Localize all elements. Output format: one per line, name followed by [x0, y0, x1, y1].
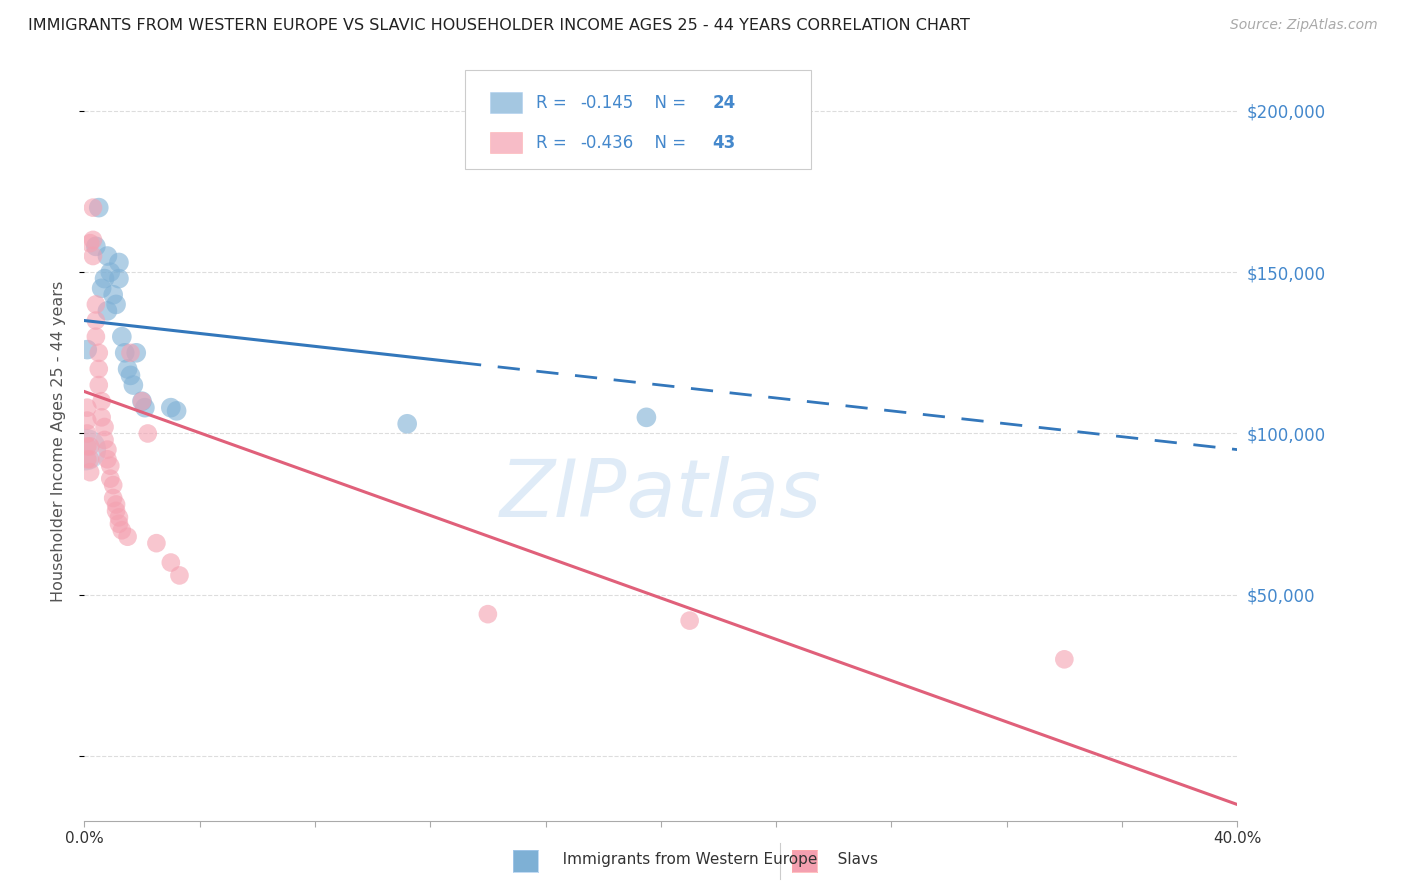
- Point: [98, 265, 121, 279]
- Text: Source: ZipAtlas.com: Source: ZipAtlas.com: [1230, 18, 1378, 32]
- Text: -0.436: -0.436: [581, 134, 633, 152]
- Point: [117, 362, 139, 376]
- Point: [169, 568, 191, 582]
- Text: Immigrants from Western Europe: Immigrants from Western Europe: [548, 852, 818, 867]
- Point: [79, 465, 101, 479]
- Text: Slavs: Slavs: [823, 852, 877, 867]
- Point: [79, 439, 101, 453]
- Text: N =: N =: [644, 94, 690, 112]
- Point: [103, 287, 124, 301]
- Point: [84, 329, 107, 343]
- Y-axis label: Householder Income Ages 25 - 44 years: Householder Income Ages 25 - 44 years: [51, 281, 66, 602]
- Point: [131, 394, 153, 409]
- Point: [105, 297, 128, 311]
- Point: [105, 498, 128, 512]
- Point: [477, 607, 499, 622]
- Point: [108, 271, 131, 285]
- Point: [636, 410, 658, 425]
- Text: R =: R =: [536, 94, 572, 112]
- Point: [125, 346, 148, 360]
- Point: [84, 313, 107, 327]
- Point: [96, 304, 118, 318]
- Point: [103, 491, 124, 505]
- Point: [76, 426, 98, 441]
- Point: [120, 368, 142, 383]
- Point: [90, 394, 112, 409]
- Point: [114, 346, 136, 360]
- FancyBboxPatch shape: [465, 70, 811, 169]
- Point: [108, 255, 131, 269]
- Point: [131, 394, 153, 409]
- Point: [84, 297, 107, 311]
- Point: [160, 556, 183, 570]
- Point: [87, 378, 110, 392]
- Point: [79, 236, 101, 251]
- Point: [98, 458, 121, 473]
- Text: 43: 43: [713, 134, 735, 152]
- Point: [76, 413, 98, 427]
- Point: [87, 362, 110, 376]
- Point: [76, 401, 98, 415]
- Point: [111, 329, 134, 343]
- Point: [108, 516, 131, 531]
- Point: [87, 201, 110, 215]
- Point: [98, 472, 121, 486]
- Text: R =: R =: [536, 134, 572, 152]
- Point: [117, 530, 139, 544]
- Point: [136, 426, 159, 441]
- Point: [145, 536, 167, 550]
- Point: [96, 442, 118, 457]
- Text: -0.145: -0.145: [581, 94, 633, 112]
- Point: [82, 201, 104, 215]
- Text: 24: 24: [713, 94, 735, 112]
- Point: [76, 439, 98, 453]
- Point: [76, 452, 98, 467]
- Point: [84, 239, 107, 253]
- Point: [82, 249, 104, 263]
- Text: IMMIGRANTS FROM WESTERN EUROPE VS SLAVIC HOUSEHOLDER INCOME AGES 25 - 44 YEARS C: IMMIGRANTS FROM WESTERN EUROPE VS SLAVIC…: [28, 18, 970, 33]
- Point: [76, 343, 98, 357]
- Point: [111, 523, 134, 537]
- Point: [105, 504, 128, 518]
- Point: [90, 410, 112, 425]
- Point: [93, 433, 115, 447]
- Point: [96, 452, 118, 467]
- Text: ZIPatlas: ZIPatlas: [499, 456, 823, 533]
- Point: [122, 378, 145, 392]
- Point: [396, 417, 419, 431]
- Point: [93, 271, 115, 285]
- Point: [87, 346, 110, 360]
- Point: [1053, 652, 1076, 666]
- Point: [103, 478, 124, 492]
- Point: [79, 452, 101, 467]
- Point: [96, 249, 118, 263]
- Point: [108, 510, 131, 524]
- Point: [120, 346, 142, 360]
- Bar: [491, 92, 523, 113]
- Text: N =: N =: [644, 134, 690, 152]
- Bar: [491, 132, 523, 153]
- Point: [679, 614, 702, 628]
- Point: [93, 420, 115, 434]
- Point: [90, 281, 112, 295]
- Point: [82, 233, 104, 247]
- Point: [166, 404, 188, 418]
- Point: [160, 401, 183, 415]
- Point: [134, 401, 156, 415]
- Point: [75, 442, 97, 457]
